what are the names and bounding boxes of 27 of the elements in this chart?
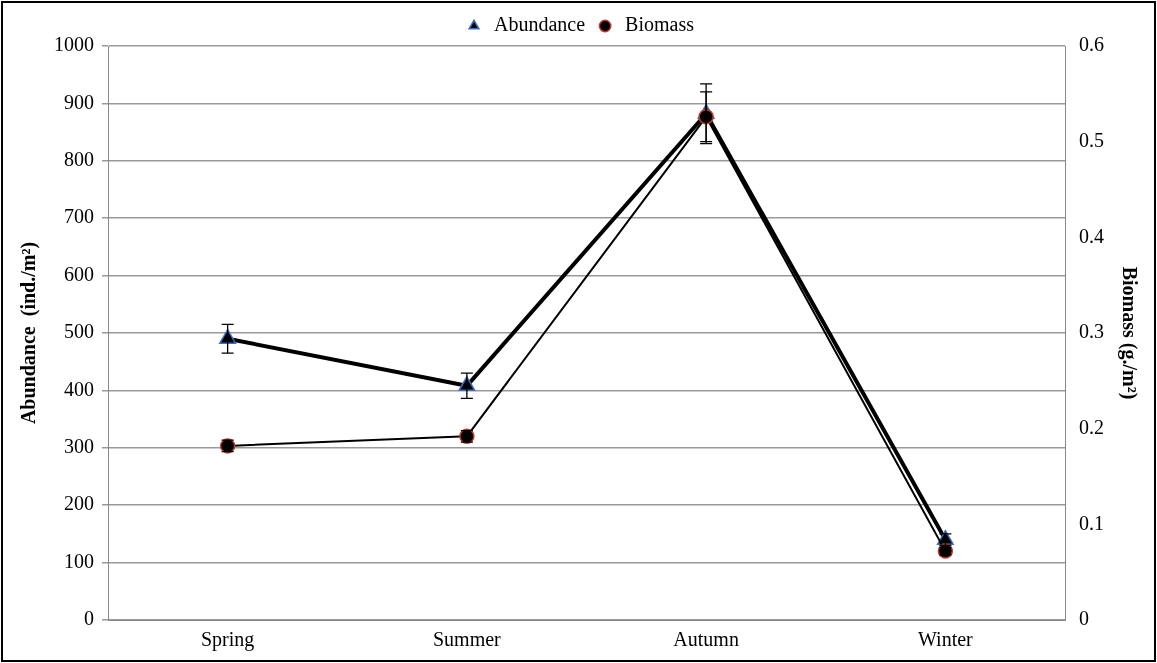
y2-tick-label: 0.5: [1079, 128, 1104, 151]
y2-tick-label: 0.6: [1079, 33, 1104, 56]
y-tick-label: 0: [84, 607, 94, 630]
y-tick-label: 300: [64, 435, 94, 458]
y-tick-label: 100: [64, 549, 94, 572]
y2-axis-title: Biomass (g./m²): [1117, 266, 1141, 400]
y-tick-label: 800: [64, 148, 94, 171]
point: [219, 328, 237, 344]
y2-tick-label: 0.2: [1079, 415, 1104, 438]
y-tick-label: 700: [64, 205, 94, 228]
y-tick-label: 900: [64, 90, 94, 113]
legend-label: Biomass: [625, 13, 695, 36]
x-tick-label: Autumn: [673, 628, 739, 651]
y2-tick-label: 0.4: [1079, 224, 1104, 247]
y2-tick-label: 0.1: [1079, 511, 1104, 534]
y-tick-label: 200: [64, 492, 94, 515]
x-tick-label: Summer: [432, 628, 502, 651]
x-tick-label: Winter: [918, 628, 974, 651]
y2-tick-label: 0.3: [1079, 320, 1104, 343]
x-tick-label: Spring: [200, 628, 255, 652]
y-tick-label: 600: [64, 262, 94, 285]
y-tick-label: 400: [64, 377, 94, 400]
y2-tick-label: 0: [1079, 607, 1089, 630]
y-axis-title: Abundance (ind./m²): [17, 241, 41, 425]
y-tick-label: 500: [64, 320, 94, 343]
y-tick-label: 1000: [54, 33, 94, 56]
legend-label: Abundance: [494, 13, 586, 36]
